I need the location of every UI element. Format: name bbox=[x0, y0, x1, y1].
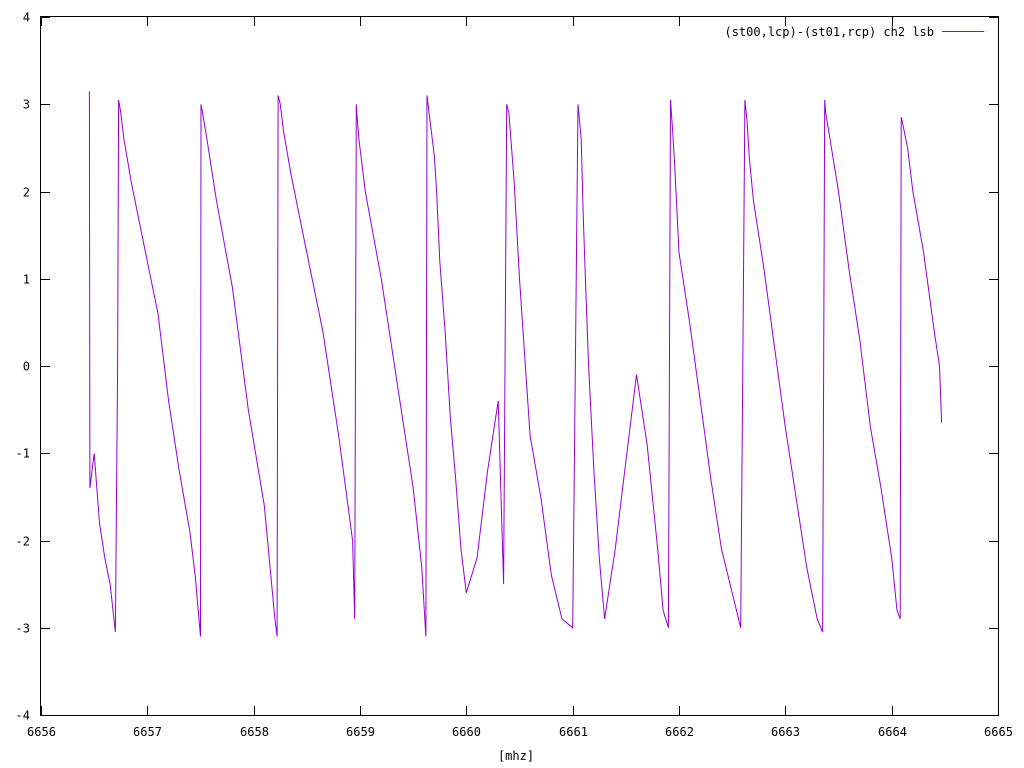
y-tick-label: 1 bbox=[23, 273, 30, 287]
x-tick-label: 6663 bbox=[771, 725, 800, 739]
x-tick-label: 6664 bbox=[878, 725, 907, 739]
y-tick-label: -2 bbox=[16, 535, 30, 549]
x-axis-title: [mhz] bbox=[498, 749, 534, 763]
y-tick-label: 2 bbox=[23, 186, 30, 200]
series-line bbox=[88, 91, 943, 637]
x-tick-label: 6660 bbox=[452, 725, 481, 739]
y-tick-label: 3 bbox=[23, 98, 30, 112]
y-tick-label: 0 bbox=[23, 360, 30, 374]
y-tick-label: -1 bbox=[16, 447, 30, 461]
x-tick-label: 6656 bbox=[27, 725, 56, 739]
plot-frame bbox=[40, 16, 999, 716]
legend-label: (st00,lcp)-(st01,rcp) ch2 lsb bbox=[724, 25, 934, 39]
legend: (st00,lcp)-(st01,rcp) ch2 lsb bbox=[724, 25, 984, 39]
y-tick-label: -3 bbox=[16, 622, 30, 636]
x-tick-label: 6661 bbox=[559, 725, 588, 739]
y-tick-label: -4 bbox=[16, 709, 30, 723]
x-tick-label: 6665 bbox=[984, 725, 1013, 739]
series-layer bbox=[88, 91, 943, 637]
y-axis: -4 -3 -2 -1 0 1 2 3 4 bbox=[16, 11, 998, 723]
x-axis: 6656 6657 6658 6659 6660 6661 6662 6663 6664 6665 bbox=[27, 17, 1013, 739]
x-tick-label: 6659 bbox=[346, 725, 375, 739]
y-tick-label: 4 bbox=[23, 11, 30, 25]
x-tick-label: 6662 bbox=[665, 725, 694, 739]
x-tick-label: 6657 bbox=[133, 725, 162, 739]
x-tick-label: 6658 bbox=[240, 725, 269, 739]
